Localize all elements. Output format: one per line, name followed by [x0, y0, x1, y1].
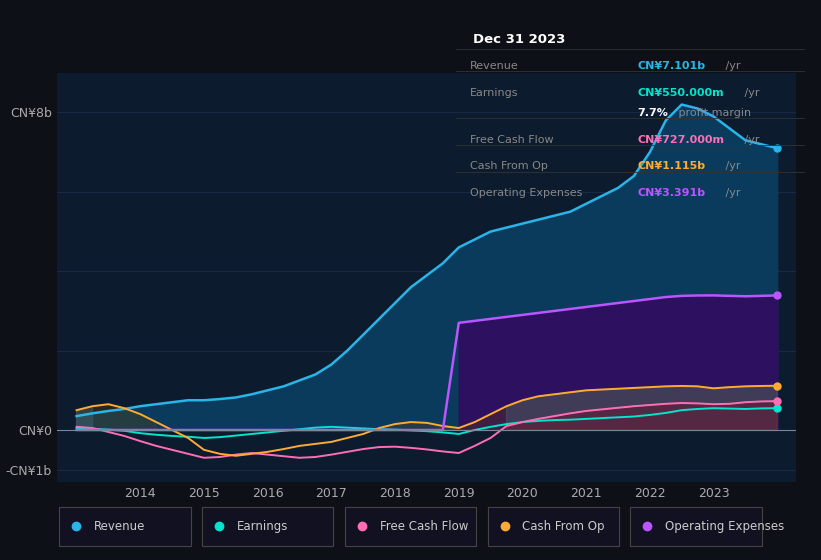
Text: profit margin: profit margin	[675, 108, 751, 118]
Text: Operating Expenses: Operating Expenses	[665, 520, 784, 533]
Text: Free Cash Flow: Free Cash Flow	[379, 520, 468, 533]
FancyBboxPatch shape	[202, 507, 333, 546]
Text: /yr: /yr	[741, 88, 759, 98]
Text: /yr: /yr	[722, 61, 741, 71]
Text: /yr: /yr	[722, 188, 741, 198]
Text: CN¥550.000m: CN¥550.000m	[637, 88, 724, 98]
Text: /yr: /yr	[722, 161, 741, 171]
Text: Revenue: Revenue	[470, 61, 518, 71]
Text: CN¥1.115b: CN¥1.115b	[637, 161, 705, 171]
FancyBboxPatch shape	[488, 507, 619, 546]
Text: Dec 31 2023: Dec 31 2023	[473, 32, 566, 45]
Text: Cash From Op: Cash From Op	[522, 520, 605, 533]
Text: Cash From Op: Cash From Op	[470, 161, 548, 171]
Text: Earnings: Earnings	[236, 520, 288, 533]
Text: 7.7%: 7.7%	[637, 108, 668, 118]
Text: CN¥727.000m: CN¥727.000m	[637, 135, 724, 145]
FancyBboxPatch shape	[631, 507, 762, 546]
Text: Revenue: Revenue	[94, 520, 145, 533]
Text: Operating Expenses: Operating Expenses	[470, 188, 582, 198]
FancyBboxPatch shape	[345, 507, 476, 546]
Text: CN¥7.101b: CN¥7.101b	[637, 61, 705, 71]
Text: CN¥3.391b: CN¥3.391b	[637, 188, 705, 198]
Text: /yr: /yr	[741, 135, 759, 145]
Text: Earnings: Earnings	[470, 88, 518, 98]
FancyBboxPatch shape	[59, 507, 190, 546]
Text: Free Cash Flow: Free Cash Flow	[470, 135, 553, 145]
